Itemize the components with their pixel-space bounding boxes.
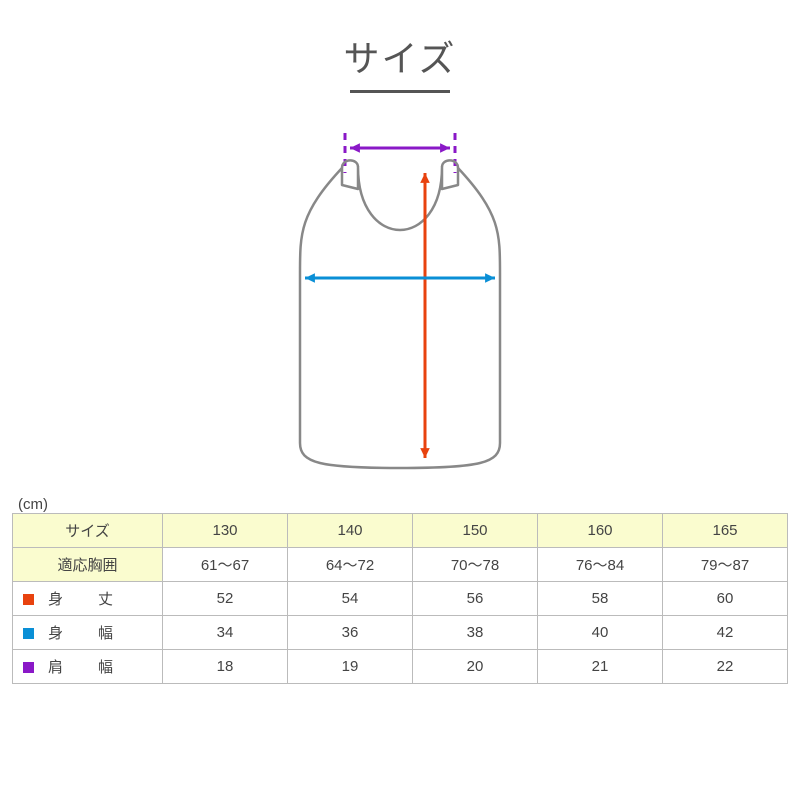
row-label: 身 丈 (13, 582, 163, 616)
row-label-text: 身 丈 (48, 591, 123, 608)
value-cell: 40 (538, 616, 663, 650)
size-table: サイズ130140150160165 適応胸囲61〜6764〜7270〜7876〜… (12, 513, 788, 684)
value-cell: 34 (163, 616, 288, 650)
value-cell: 42 (663, 616, 788, 650)
color-swatch (23, 594, 34, 605)
value-cell: 58 (538, 582, 663, 616)
value-cell: 21 (538, 650, 663, 684)
value-cell: 56 (413, 582, 538, 616)
value-cell: 20 (413, 650, 538, 684)
fit-cell: 76〜84 (538, 548, 663, 582)
value-cell: 19 (288, 650, 413, 684)
value-cell: 22 (663, 650, 788, 684)
row-label: 身 幅 (13, 616, 163, 650)
value-cell: 54 (288, 582, 413, 616)
col-fit-label: 適応胸囲 (13, 548, 163, 582)
page-title: サイズ (0, 0, 800, 93)
col-size-label: サイズ (13, 514, 163, 548)
col-size: 165 (663, 514, 788, 548)
title-text: サイズ (344, 38, 457, 79)
fit-cell: 64〜72 (288, 548, 413, 582)
color-swatch (23, 628, 34, 639)
fit-cell: 79〜87 (663, 548, 788, 582)
col-size: 150 (413, 514, 538, 548)
fit-cell: 61〜67 (163, 548, 288, 582)
title-underline (350, 90, 450, 93)
row-label-text: 身 幅 (48, 625, 123, 642)
col-size: 130 (163, 514, 288, 548)
color-swatch (23, 662, 34, 673)
unit-label: (cm) (18, 496, 800, 513)
value-cell: 18 (163, 650, 288, 684)
row-label: 肩 幅 (13, 650, 163, 684)
value-cell: 52 (163, 582, 288, 616)
value-cell: 38 (413, 616, 538, 650)
row-label-text: 肩 幅 (48, 659, 123, 676)
value-cell: 60 (663, 582, 788, 616)
garment-diagram (0, 113, 800, 488)
fit-cell: 70〜78 (413, 548, 538, 582)
col-size: 160 (538, 514, 663, 548)
value-cell: 36 (288, 616, 413, 650)
col-size: 140 (288, 514, 413, 548)
